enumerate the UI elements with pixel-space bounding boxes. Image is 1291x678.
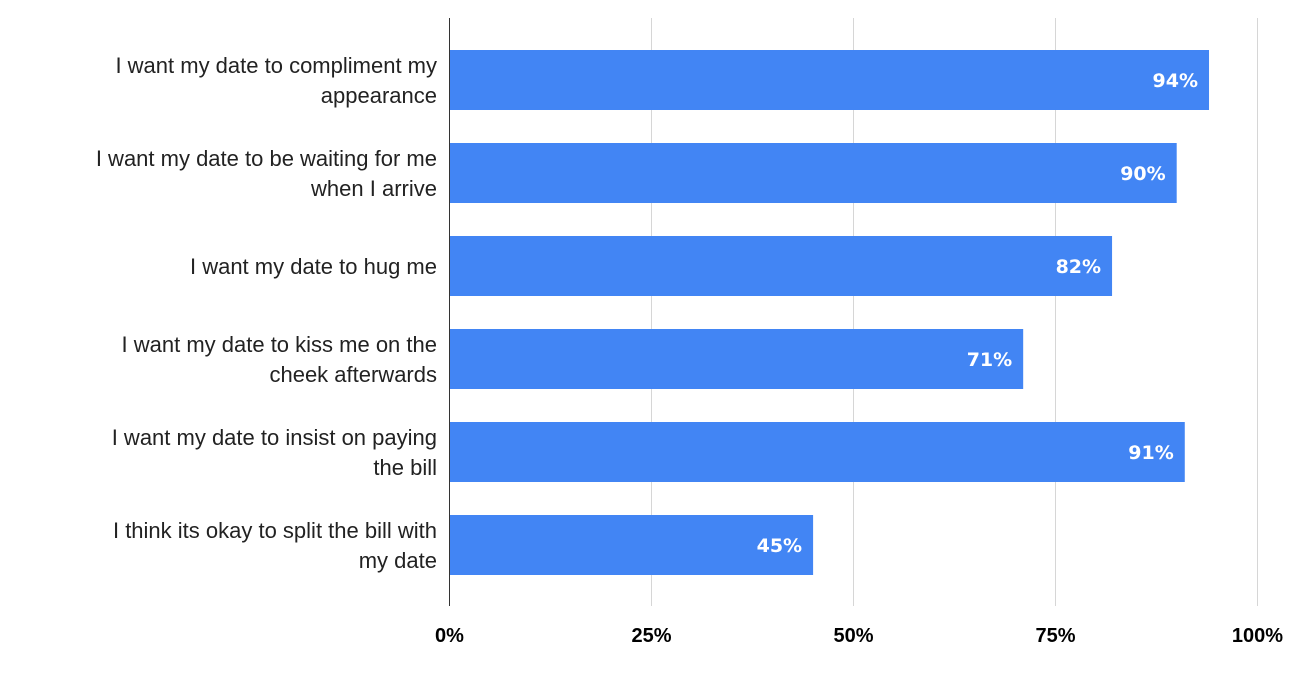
bar-value-label: 82% bbox=[1056, 256, 1101, 278]
category-label-line: I want my date to be waiting for me bbox=[96, 146, 437, 171]
category-label-line: I want my date to insist on paying bbox=[112, 425, 437, 450]
x-tick-label: 50% bbox=[833, 625, 873, 647]
bar-value-label: 45% bbox=[757, 535, 802, 557]
bar bbox=[449, 515, 814, 575]
category-label-line: when I arrive bbox=[310, 176, 437, 201]
category-label-line: I think its okay to split the bill with bbox=[113, 518, 437, 543]
labels: 0% 25% 50% 75% 100% 94% I want my date to comp… bbox=[96, 53, 1283, 647]
category-label-line: the bill bbox=[373, 455, 437, 480]
category-label-line: I want my date to hug me bbox=[190, 254, 437, 279]
category-label-line: appearance bbox=[321, 83, 437, 108]
x-tick-label: 75% bbox=[1035, 625, 1075, 647]
bar-value-label: 90% bbox=[1120, 163, 1165, 185]
x-tick-label: 100% bbox=[1232, 625, 1283, 647]
category-label: I think its okay to split the bill with m… bbox=[113, 518, 437, 573]
category-label-line: my date bbox=[359, 548, 437, 573]
category-label: I want my date to be waiting for me when … bbox=[96, 146, 437, 201]
bar bbox=[449, 50, 1210, 110]
category-label: I want my date to kiss me on the cheek af… bbox=[122, 332, 437, 387]
bar bbox=[449, 422, 1185, 482]
category-label-line: cheek afterwards bbox=[269, 362, 437, 387]
bar-value-label: 94% bbox=[1153, 70, 1198, 92]
bar bbox=[449, 329, 1024, 389]
bar bbox=[449, 236, 1113, 296]
gridlines bbox=[651, 18, 1258, 606]
x-tick-label: 25% bbox=[631, 625, 671, 647]
x-tick-label: 0% bbox=[435, 625, 464, 647]
bars bbox=[449, 50, 1210, 575]
category-label: I want my date to compliment my appearanc… bbox=[115, 53, 437, 108]
category-label-line: I want my date to compliment my bbox=[115, 53, 437, 78]
bar-value-label: 71% bbox=[967, 349, 1012, 371]
category-label: I want my date to insist on paying the bi… bbox=[112, 425, 437, 480]
category-label: I want my date to hug me bbox=[190, 254, 437, 279]
bar bbox=[449, 143, 1177, 203]
category-label-line: I want my date to kiss me on the bbox=[122, 332, 437, 357]
bar-value-label: 91% bbox=[1128, 442, 1173, 464]
